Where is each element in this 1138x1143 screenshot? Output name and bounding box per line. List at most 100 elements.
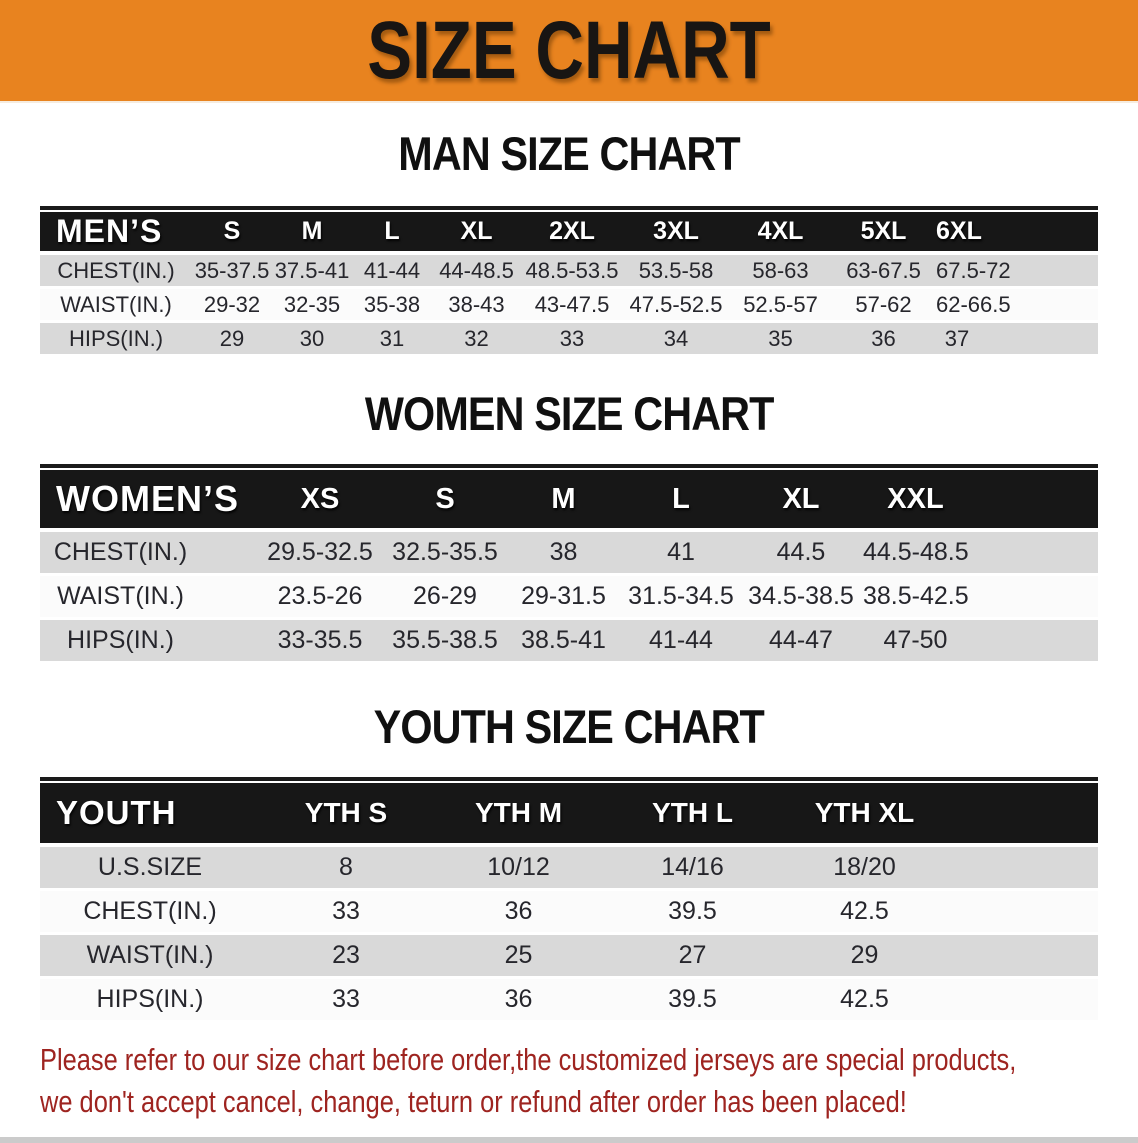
cell: 14/16 [605, 847, 780, 891]
men-header-size-5xl: 5XL [832, 212, 935, 255]
men-table-topline [40, 206, 1098, 210]
cell: 57-62 [832, 289, 935, 323]
youth-header-row: YOUTH YTH S YTH M YTH L YTH XL [40, 783, 1098, 847]
cell: 18/20 [780, 847, 1098, 891]
youth-section-heading: YOUTH SIZE CHART [0, 700, 1138, 763]
cell: 29 [192, 323, 272, 357]
cell: 33 [260, 979, 432, 1023]
cell: 31 [352, 323, 432, 357]
cell: 35.5-38.5 [385, 620, 505, 664]
row-label: U.S.SIZE [40, 847, 260, 891]
cell: 44-47 [740, 620, 862, 664]
cell: 32 [432, 323, 521, 357]
youth-table-topline [40, 777, 1098, 781]
cell: 27 [605, 935, 780, 979]
cell: 35-37.5 [192, 255, 272, 289]
women-chest-row: CHEST(IN.) 29.5-32.5 32.5-35.5 38 41 44.… [40, 532, 1098, 576]
men-header-size-s: S [192, 212, 272, 255]
women-header-label: WOMEN’S [40, 470, 255, 532]
youth-waist-row: WAIST(IN.) 23 25 27 29 [40, 935, 1098, 979]
men-section-heading-text: MAN SIZE CHART [398, 127, 740, 180]
men-table-container: MEN’S S M L XL 2XL 3XL 4XL 5XL 6XL CHEST… [40, 206, 1098, 357]
youth-header-size-l: YTH L [605, 783, 780, 847]
youth-ussize-row: U.S.SIZE 8 10/12 14/16 18/20 [40, 847, 1098, 891]
men-header-row: MEN’S S M L XL 2XL 3XL 4XL 5XL 6XL [40, 212, 1098, 255]
women-header-size-xs: XS [255, 470, 385, 532]
cell: 44-48.5 [432, 255, 521, 289]
cell: 37 [935, 323, 1098, 357]
cell: 36 [832, 323, 935, 357]
cell: 63-67.5 [832, 255, 935, 289]
women-header-size-xl: XL [740, 470, 862, 532]
cell: 41 [622, 532, 740, 576]
cell: 42.5 [780, 891, 1098, 935]
cell: 8 [260, 847, 432, 891]
cell: 35 [729, 323, 832, 357]
men-header-size-4xl: 4XL [729, 212, 832, 255]
cell: 58-63 [729, 255, 832, 289]
row-label: CHEST(IN.) [40, 532, 255, 576]
youth-header-label: YOUTH [40, 783, 260, 847]
men-header-size-m: M [272, 212, 352, 255]
cell: 29 [780, 935, 1098, 979]
cell: 33-35.5 [255, 620, 385, 664]
cell: 29-31.5 [505, 576, 622, 620]
cell: 34.5-38.5 [740, 576, 862, 620]
row-label: HIPS(IN.) [40, 323, 192, 357]
women-header-size-l: L [622, 470, 740, 532]
cell: 38.5-42.5 [862, 576, 1098, 620]
cell: 30 [272, 323, 352, 357]
cell: 38 [505, 532, 622, 576]
youth-hips-row: HIPS(IN.) 33 36 39.5 42.5 [40, 979, 1098, 1023]
cell: 33 [260, 891, 432, 935]
women-header-size-s: S [385, 470, 505, 532]
row-label: CHEST(IN.) [40, 255, 192, 289]
cell: 39.5 [605, 891, 780, 935]
cell: 43-47.5 [521, 289, 623, 323]
women-table-container: WOMEN’S XS S M L XL XXL CHEST(IN.) 29.5-… [40, 464, 1098, 664]
men-header-size-xl: XL [432, 212, 521, 255]
disclaimer-line2: we don't accept cancel, change, teturn o… [40, 1084, 907, 1119]
cell: 42.5 [780, 979, 1098, 1023]
cell: 38-43 [432, 289, 521, 323]
women-waist-row: WAIST(IN.) 23.5-26 26-29 29-31.5 31.5-34… [40, 576, 1098, 620]
banner: SIZE CHART [0, 0, 1138, 103]
cell: 44.5 [740, 532, 862, 576]
row-label: CHEST(IN.) [40, 891, 260, 935]
cell: 32.5-35.5 [385, 532, 505, 576]
row-label: WAIST(IN.) [40, 576, 255, 620]
cell: 26-29 [385, 576, 505, 620]
women-header-size-m: M [505, 470, 622, 532]
cell: 25 [432, 935, 605, 979]
cell: 36 [432, 979, 605, 1023]
cell: 47-50 [862, 620, 1098, 664]
disclaimer-text: Please refer to our size chart before or… [40, 1039, 1016, 1123]
women-hips-row: HIPS(IN.) 33-35.5 35.5-38.5 38.5-41 41-4… [40, 620, 1098, 664]
cell: 39.5 [605, 979, 780, 1023]
row-label: WAIST(IN.) [40, 289, 192, 323]
cell: 31.5-34.5 [622, 576, 740, 620]
cell: 38.5-41 [505, 620, 622, 664]
women-header-row: WOMEN’S XS S M L XL XXL [40, 470, 1098, 532]
women-header-size-xxl: XXL [862, 470, 1098, 532]
cell: 35-38 [352, 289, 432, 323]
youth-header-size-s: YTH S [260, 783, 432, 847]
men-header-size-2xl: 2XL [521, 212, 623, 255]
youth-chest-row: CHEST(IN.) 33 36 39.5 42.5 [40, 891, 1098, 935]
row-label: WAIST(IN.) [40, 935, 260, 979]
cell: 10/12 [432, 847, 605, 891]
cell: 33 [521, 323, 623, 357]
cell: 32-35 [272, 289, 352, 323]
men-chest-row: CHEST(IN.) 35-37.5 37.5-41 41-44 44-48.5… [40, 255, 1098, 289]
cell: 23 [260, 935, 432, 979]
cell: 41-44 [352, 255, 432, 289]
women-section-heading: WOMEN SIZE CHART [0, 387, 1138, 450]
cell: 47.5-52.5 [623, 289, 729, 323]
cell: 41-44 [622, 620, 740, 664]
youth-section-heading-text: YOUTH SIZE CHART [373, 700, 765, 753]
cell: 36 [432, 891, 605, 935]
cell: 29-32 [192, 289, 272, 323]
men-hips-row: HIPS(IN.) 29 30 31 32 33 34 35 36 37 [40, 323, 1098, 357]
cell: 52.5-57 [729, 289, 832, 323]
